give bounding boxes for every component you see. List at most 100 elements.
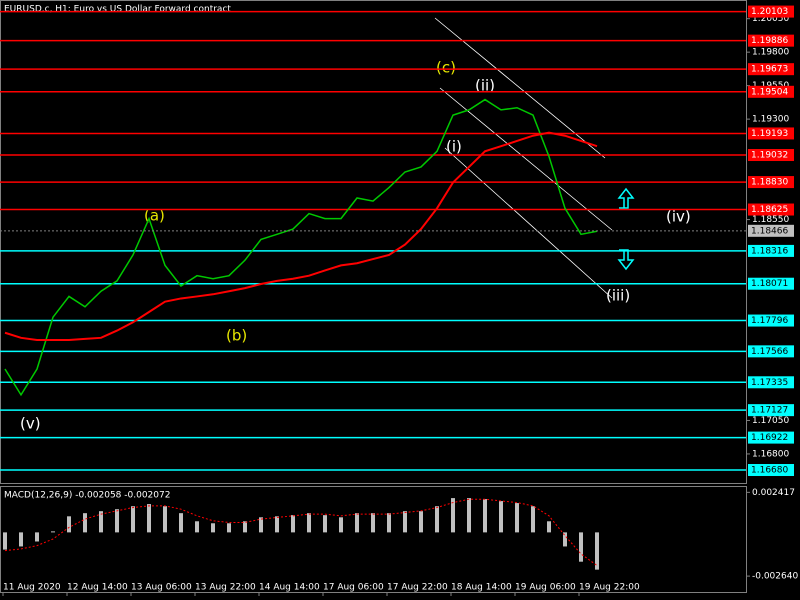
x-tick-label: 14 Aug 14:00 bbox=[259, 583, 320, 593]
x-tick-label: 17 Aug 06:00 bbox=[323, 583, 384, 593]
annotation: (v) bbox=[20, 415, 41, 433]
main-frame bbox=[0, 0, 747, 484]
down-arrow bbox=[617, 249, 635, 271]
macd-bar bbox=[307, 513, 311, 533]
macd-bar bbox=[435, 506, 439, 533]
last-price-label: 1.18466 bbox=[751, 226, 788, 236]
macd-bar bbox=[35, 532, 39, 542]
macd-bar bbox=[419, 511, 423, 533]
x-tick-label: 18 Aug 14:00 bbox=[451, 583, 512, 593]
y-tick-label: 1.18550 bbox=[752, 215, 789, 225]
annotation: (ii) bbox=[475, 77, 495, 95]
macd-bar bbox=[3, 532, 7, 550]
level-label-box bbox=[748, 34, 794, 47]
annotation: (i) bbox=[446, 138, 462, 156]
level-label: 1.19193 bbox=[751, 129, 788, 139]
level-label-box bbox=[748, 127, 794, 140]
y-tick-label: 1.19300 bbox=[752, 115, 789, 125]
level-label: 1.19886 bbox=[751, 36, 788, 46]
level-label: 1.18830 bbox=[751, 178, 788, 188]
macd-bar bbox=[387, 513, 391, 533]
level-label-box bbox=[748, 345, 794, 358]
y-tick-label: 1.20050 bbox=[752, 14, 789, 24]
y-tick-label: 0.002417 bbox=[752, 488, 795, 498]
level-label: 1.18625 bbox=[751, 205, 788, 215]
level-label-box bbox=[748, 63, 794, 76]
level-label: 1.19032 bbox=[751, 151, 788, 161]
level-label: 1.17335 bbox=[751, 378, 788, 388]
macd-bar bbox=[243, 521, 247, 533]
x-tick-label: 19 Aug 06:00 bbox=[515, 583, 576, 593]
macd-bar bbox=[339, 517, 343, 533]
macd-bar bbox=[19, 532, 23, 547]
macd-bar bbox=[595, 532, 599, 570]
macd-bar bbox=[371, 513, 375, 533]
level-label: 1.20103 bbox=[751, 7, 788, 17]
macd-bar bbox=[259, 517, 263, 533]
macd-title: MACD(12,26,9) -0.002058 -0.002072 bbox=[4, 491, 170, 501]
level-label-box bbox=[748, 203, 794, 216]
level-label-box bbox=[748, 244, 794, 257]
macd-bar bbox=[211, 523, 215, 533]
y-tick-label: 1.19800 bbox=[752, 48, 789, 58]
y-tick-label: -0.002640 bbox=[752, 572, 798, 582]
macd-bar bbox=[163, 506, 167, 533]
macd-frame bbox=[0, 486, 747, 593]
moving-average bbox=[4, 131, 598, 341]
level-label-box bbox=[748, 404, 794, 417]
annotation: (b) bbox=[226, 327, 247, 345]
level-label: 1.18071 bbox=[751, 279, 788, 289]
level-label-box bbox=[748, 5, 794, 18]
macd-bar bbox=[179, 513, 183, 533]
macd-bar bbox=[83, 513, 87, 533]
annotation: (iv) bbox=[666, 208, 691, 226]
x-tick-label: 13 Aug 22:00 bbox=[195, 583, 256, 593]
macd-bar bbox=[291, 515, 295, 533]
x-tick-label: 19 Aug 22:00 bbox=[579, 583, 640, 593]
level-label: 1.18316 bbox=[751, 246, 788, 256]
level-label: 1.17127 bbox=[751, 406, 788, 416]
annotation: (iii) bbox=[606, 287, 630, 305]
macd-bar bbox=[195, 521, 199, 533]
annotation: (c) bbox=[436, 59, 456, 77]
macd-bar bbox=[131, 506, 135, 533]
level-label-box bbox=[748, 277, 794, 290]
macd-bar bbox=[355, 513, 359, 533]
level-label: 1.17566 bbox=[751, 347, 788, 357]
level-label-box bbox=[748, 376, 794, 389]
macd-bar bbox=[51, 531, 55, 533]
macd-bar bbox=[147, 504, 151, 533]
macd-bar bbox=[483, 499, 487, 533]
macd-bar bbox=[227, 523, 231, 533]
macd-bar bbox=[115, 509, 119, 533]
macd-bar bbox=[467, 498, 471, 533]
y-tick-label: 1.16800 bbox=[752, 449, 789, 459]
level-label-box bbox=[748, 314, 794, 327]
level-label: 1.16922 bbox=[751, 433, 788, 443]
level-label-box bbox=[748, 464, 794, 477]
level-label-box bbox=[748, 431, 794, 444]
macd-bar bbox=[579, 532, 583, 562]
macd-bar bbox=[451, 498, 455, 533]
macd-bar bbox=[99, 511, 103, 533]
chart-title: EURUSD.c, H1: Euro vs US Dollar Forward … bbox=[4, 5, 231, 15]
macd-bar bbox=[563, 532, 567, 547]
y-tick-label: 1.17050 bbox=[752, 416, 789, 426]
x-tick-label: 13 Aug 06:00 bbox=[131, 583, 192, 593]
level-label-box bbox=[748, 85, 794, 98]
level-label: 1.16680 bbox=[751, 466, 788, 476]
up-arrow bbox=[617, 187, 635, 209]
level-label: 1.19504 bbox=[751, 87, 788, 97]
macd-bar bbox=[499, 501, 503, 533]
macd-bar bbox=[403, 511, 407, 533]
macd-bar bbox=[275, 516, 279, 533]
macd-bar bbox=[323, 515, 327, 533]
signal-line bbox=[4, 498, 598, 566]
last-price-box bbox=[748, 224, 794, 237]
x-tick-label: 12 Aug 14:00 bbox=[67, 583, 128, 593]
price-line bbox=[4, 98, 598, 397]
macd-bar bbox=[531, 506, 535, 533]
x-tick-label: 17 Aug 22:00 bbox=[387, 583, 448, 593]
level-label-box bbox=[748, 176, 794, 189]
